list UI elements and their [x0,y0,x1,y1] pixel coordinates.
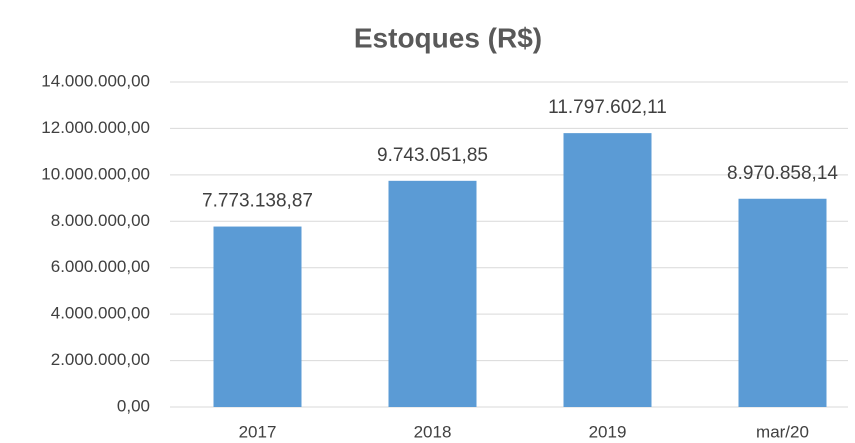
chart-title: Estoques (R$) [354,22,542,53]
data-label: 11.797.602,11 [548,97,667,118]
y-tick-label: 6.000.000,00 [51,257,150,276]
y-tick-label: 0,00 [117,396,150,415]
y-tick-label: 10.000.000,00 [41,164,150,183]
bar [738,198,827,407]
y-tick-label: 2.000.000,00 [51,350,150,369]
x-tick-label: mar/20 [756,422,809,441]
y-tick-label: 14.000.000,00 [41,71,150,90]
x-tick-label: 2018 [414,422,452,441]
data-label: 7.773.138,87 [202,191,313,212]
bar [213,226,302,407]
bar [563,133,652,408]
y-tick-label: 4.000.000,00 [51,304,150,323]
y-tick-label: 12.000.000,00 [41,118,150,137]
x-tick-label: 2019 [589,422,627,441]
data-label: 9.743.051,85 [377,145,488,166]
x-tick-label: 2017 [239,422,277,441]
data-label: 8.970.858,14 [727,163,838,184]
bar [388,180,477,407]
y-tick-label: 8.000.000,00 [51,211,150,230]
